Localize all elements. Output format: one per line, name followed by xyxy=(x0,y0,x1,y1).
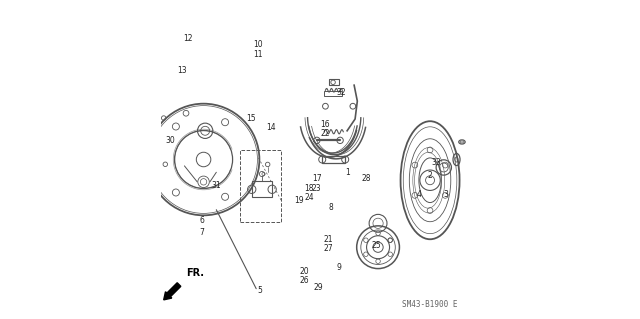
FancyArrow shape xyxy=(164,283,181,300)
Text: 29: 29 xyxy=(314,283,323,292)
Text: 32: 32 xyxy=(336,88,346,97)
Text: FR.: FR. xyxy=(186,268,204,278)
Text: 3: 3 xyxy=(444,190,449,199)
Text: 28: 28 xyxy=(362,174,371,183)
Text: 5: 5 xyxy=(257,286,262,295)
Text: 7: 7 xyxy=(200,228,204,237)
Text: 10: 10 xyxy=(253,40,262,49)
Text: 20: 20 xyxy=(300,267,309,276)
Bar xyxy=(252,181,272,197)
Text: 24: 24 xyxy=(304,193,314,202)
Text: 13: 13 xyxy=(177,66,187,75)
Text: 30: 30 xyxy=(166,136,175,145)
Text: 6: 6 xyxy=(200,216,204,225)
Text: 19: 19 xyxy=(294,197,304,205)
Text: 27: 27 xyxy=(323,244,333,253)
Text: 18: 18 xyxy=(304,184,314,193)
Bar xyxy=(239,150,281,222)
Text: 1: 1 xyxy=(345,168,349,177)
Text: 8: 8 xyxy=(329,203,333,212)
Bar xyxy=(322,156,345,163)
Text: 31: 31 xyxy=(211,181,221,189)
Bar xyxy=(328,79,339,85)
Text: 9: 9 xyxy=(337,263,342,272)
Text: 15: 15 xyxy=(246,114,256,122)
Text: 17: 17 xyxy=(312,174,322,183)
Text: 14: 14 xyxy=(266,123,275,132)
Text: 21: 21 xyxy=(323,235,333,244)
Text: 11: 11 xyxy=(253,50,262,59)
Text: 26: 26 xyxy=(300,276,309,285)
Text: 23: 23 xyxy=(312,184,322,193)
Text: 33: 33 xyxy=(431,158,442,167)
Text: 25: 25 xyxy=(371,241,381,250)
Text: 4: 4 xyxy=(417,190,421,199)
Text: 22: 22 xyxy=(320,130,330,138)
Text: 2: 2 xyxy=(428,171,433,180)
Bar xyxy=(324,91,342,96)
Text: 16: 16 xyxy=(320,120,330,129)
Text: 12: 12 xyxy=(183,34,193,43)
Text: SM43-B1900 E: SM43-B1900 E xyxy=(403,300,458,309)
